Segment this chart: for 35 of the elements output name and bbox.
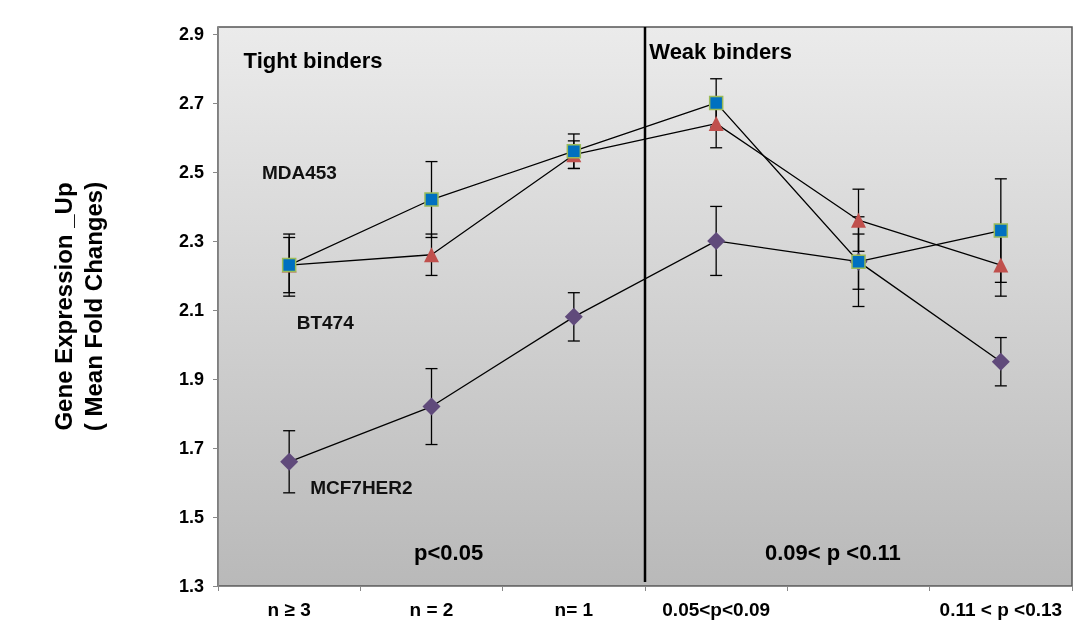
point xyxy=(993,257,1009,273)
x-tick-label: n ≥ 3 xyxy=(267,599,311,620)
annotation: Weak binders xyxy=(649,39,792,65)
point xyxy=(422,397,441,416)
x-tick-label: n = 2 xyxy=(409,599,454,620)
text: BT474 xyxy=(296,311,355,333)
point xyxy=(424,192,439,207)
series-label: MCF7HER2 xyxy=(310,476,413,498)
point xyxy=(991,352,1010,371)
x-tick-label: 0.05<p<0.09 xyxy=(662,599,771,620)
point xyxy=(708,95,724,111)
y-tick-label: 2.7 xyxy=(178,92,204,113)
y-tick-label: 2.3 xyxy=(178,230,204,251)
y-tick-label: 1.5 xyxy=(178,506,204,527)
y-tick-label: 2.5 xyxy=(178,161,204,182)
y-tick-label: 1.7 xyxy=(178,437,204,458)
point xyxy=(566,143,582,159)
point xyxy=(851,212,866,228)
y-tick-label: 1.3 xyxy=(178,576,204,596)
point xyxy=(564,307,583,326)
point xyxy=(280,452,299,471)
point xyxy=(424,247,439,263)
point xyxy=(993,223,1009,238)
y-tick-label: 1.9 xyxy=(178,368,204,389)
y-tick-label: 2.9 xyxy=(178,23,204,44)
point xyxy=(708,116,724,132)
text: MDA453 xyxy=(261,161,337,183)
annotation: Tight binders xyxy=(243,47,383,73)
y-tick-label: 2.1 xyxy=(178,299,204,320)
annotation: 0.09< p <0.11 xyxy=(764,539,901,565)
x-tick-label: 0.11 < p <0.13 xyxy=(939,599,1063,620)
annotation: p<0.05 xyxy=(414,539,484,565)
x-tick-label: n= 1 xyxy=(554,599,594,620)
point xyxy=(707,231,726,250)
y-axis-title: Gene Expression _Up ( Mean Fold Changes) xyxy=(49,181,107,432)
